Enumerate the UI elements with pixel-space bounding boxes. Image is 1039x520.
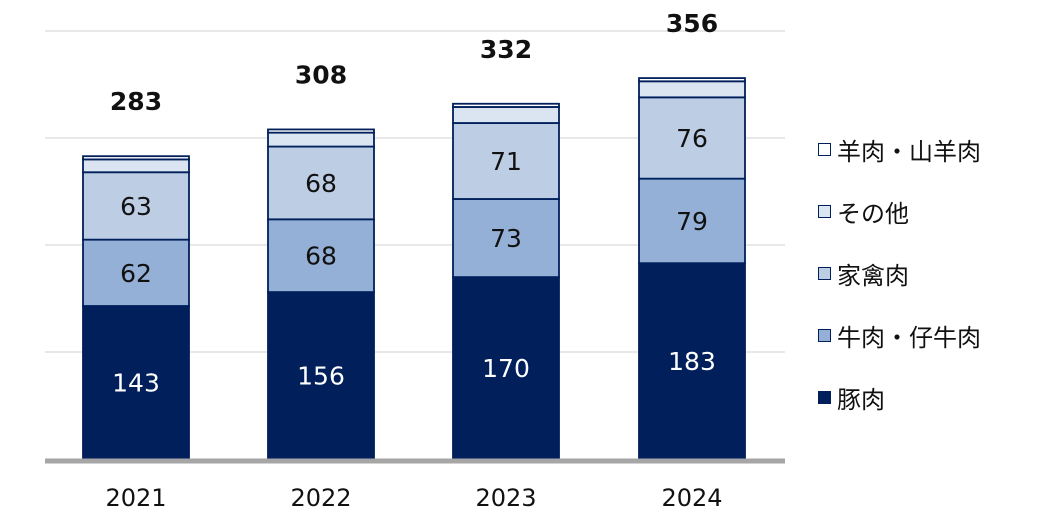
- x-tick-label: 2024: [661, 484, 722, 512]
- legend-swatch: [818, 142, 831, 156]
- bar-segment: [82, 158, 190, 174]
- legend-item: 家禽肉: [818, 242, 981, 304]
- bar-segment: [267, 218, 375, 293]
- bar-segment: [267, 131, 375, 148]
- total-label: 283: [110, 87, 162, 116]
- bar-segment: [82, 155, 190, 161]
- legend-label: 牛肉・仔牛肉: [837, 323, 981, 352]
- bar-segment: [82, 238, 190, 307]
- x-tick-label: 2021: [105, 484, 166, 512]
- legend-item: 牛肉・仔牛肉: [818, 304, 981, 366]
- data-label: 79: [676, 207, 708, 236]
- bar-segment: [638, 80, 746, 99]
- legend-label: 羊肉・山羊肉: [837, 137, 981, 166]
- legend-item: 豚肉: [818, 366, 981, 428]
- total-label: 356: [666, 9, 718, 38]
- legend-label: 家禽肉: [837, 261, 909, 290]
- bar-segment: [638, 262, 746, 460]
- bar-segment: [452, 102, 560, 108]
- total-label: 332: [480, 35, 532, 64]
- bar-segment: [267, 128, 375, 134]
- legend-label: その他: [837, 199, 909, 228]
- data-label: 170: [482, 354, 530, 383]
- data-label: 68: [305, 242, 337, 271]
- bar-segment: [638, 177, 746, 265]
- bar-segment: [638, 96, 746, 180]
- data-label: 183: [668, 347, 716, 376]
- data-label: 73: [490, 224, 522, 253]
- legend-swatch: [818, 328, 831, 342]
- legend: 羊肉・山羊肉 その他家禽肉牛肉・仔牛肉 豚肉: [818, 118, 981, 428]
- bar-segment: [267, 145, 375, 221]
- data-label: 68: [305, 169, 337, 198]
- data-label: 71: [490, 147, 522, 176]
- data-label: 63: [120, 192, 152, 221]
- bar-segment: [82, 305, 190, 460]
- x-tick-label: 2022: [290, 484, 351, 512]
- data-label: 143: [112, 368, 160, 397]
- legend-label: 豚肉: [837, 385, 885, 414]
- bar-segment: [452, 198, 560, 279]
- bar-segment: [452, 276, 560, 460]
- data-label: 76: [676, 124, 708, 153]
- bar-segment: [452, 122, 560, 200]
- data-label: 156: [297, 362, 345, 391]
- legend-item: 羊肉・山羊肉: [818, 118, 981, 180]
- legend-swatch: [818, 266, 831, 280]
- legend-swatch: [818, 204, 831, 218]
- legend-swatch: [818, 390, 831, 404]
- bar-segment: [638, 77, 746, 83]
- bar-stacks: [82, 77, 746, 460]
- bar-segment: [452, 106, 560, 124]
- total-label: 308: [295, 60, 347, 89]
- bar-segment: [267, 291, 375, 460]
- data-label: 62: [120, 259, 152, 288]
- x-tick-label: 2023: [475, 484, 536, 512]
- data-labels: 143 62 63 283 156 68 68 308 170 73 71 332 183 79 76 356: [110, 9, 718, 397]
- x-axis: 2021 2022 2023 2024: [45, 458, 785, 512]
- legend-item: その他: [818, 180, 981, 242]
